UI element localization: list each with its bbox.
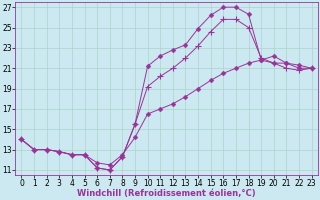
X-axis label: Windchill (Refroidissement éolien,°C): Windchill (Refroidissement éolien,°C): [77, 189, 256, 198]
